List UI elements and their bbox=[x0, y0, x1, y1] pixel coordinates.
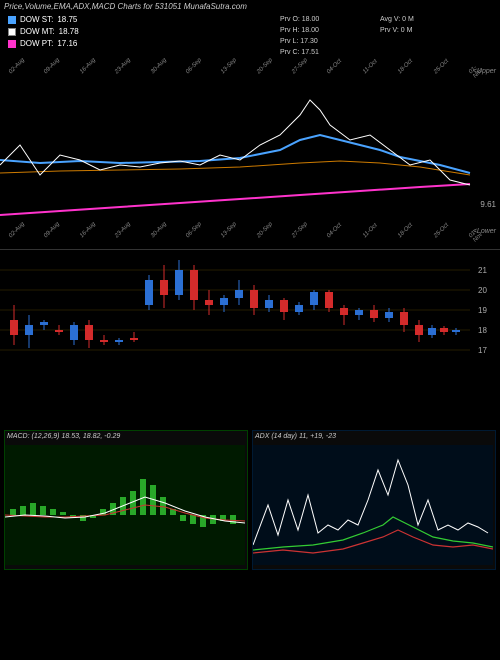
x-axis-mid: 02-Aug09-Aug16-Aug23-Aug30-Aug06-Sep13-S… bbox=[8, 235, 478, 249]
macd-panel: MACD: (12,26,9) 18.53, 18.82, -0.29 bbox=[4, 430, 248, 570]
info-l: Prv L: 17.30 bbox=[280, 36, 319, 47]
chart-container: Price,Volume,EMA,ADX,MACD Charts for 531… bbox=[0, 0, 500, 660]
svg-text:20: 20 bbox=[478, 286, 487, 295]
x-axis-top: 02-Aug09-Aug16-Aug23-Aug30-Aug06-Sep13-S… bbox=[8, 71, 478, 85]
legend-box: DOW ST: 18.75 DOW MT: 18.78 DOW PT: 17.1… bbox=[8, 14, 79, 50]
price-ema-chart bbox=[0, 85, 500, 235]
legend-st-swatch bbox=[8, 16, 16, 24]
legend-pt-swatch bbox=[8, 40, 16, 48]
svg-text:21: 21 bbox=[478, 266, 487, 275]
legend-mt-value: 18.78 bbox=[59, 26, 79, 38]
legend-st-value: 18.75 bbox=[57, 14, 77, 26]
legend-pt-label: DOW PT: bbox=[20, 38, 53, 50]
legend-pt: DOW PT: 17.16 bbox=[8, 38, 79, 50]
legend-mt-swatch bbox=[8, 28, 16, 36]
macd-header: MACD: (12,26,9) 18.53, 18.82, -0.29 bbox=[5, 431, 247, 442]
lower-tag: <Lower bbox=[473, 228, 496, 235]
info-prvv: Prv V: 0 M bbox=[380, 25, 414, 36]
legend-mt-label: DOW MT: bbox=[20, 26, 55, 38]
svg-text:19: 19 bbox=[478, 306, 487, 315]
info-ohlc: Prv O: 18.00 Prv H: 18.00 Prv L: 17.30 P… bbox=[280, 14, 319, 58]
info-avgv: Avg V: 0 M bbox=[380, 14, 414, 25]
info-h: Prv H: 18.00 bbox=[280, 25, 319, 36]
legend-mt: DOW MT: 18.78 bbox=[8, 26, 79, 38]
upper-tag: <Upper bbox=[473, 68, 496, 75]
info-o: Prv O: 18.00 bbox=[280, 14, 319, 25]
legend-st-label: DOW ST: bbox=[20, 14, 53, 26]
indicator-row: MACD: (12,26,9) 18.53, 18.82, -0.29 ADX … bbox=[0, 430, 500, 570]
info-c: Prv C: 17.51 bbox=[280, 47, 319, 58]
chart-title: Price,Volume,EMA,ADX,MACD Charts for 531… bbox=[0, 0, 500, 13]
adx-header: ADX (14 day) 11, +19, -23 bbox=[253, 431, 495, 442]
legend-pt-value: 17.16 bbox=[57, 38, 77, 50]
value-9-61: 9.61 bbox=[480, 200, 496, 209]
adx-panel: ADX (14 day) 11, +19, -23 bbox=[252, 430, 496, 570]
svg-text:17: 17 bbox=[478, 346, 487, 355]
legend-st: DOW ST: 18.75 bbox=[8, 14, 79, 26]
info-vol: Avg V: 0 M Prv V: 0 M bbox=[380, 14, 414, 36]
candlestick-chart: 21 20 19 18 17 bbox=[0, 250, 500, 370]
svg-text:18: 18 bbox=[478, 326, 487, 335]
